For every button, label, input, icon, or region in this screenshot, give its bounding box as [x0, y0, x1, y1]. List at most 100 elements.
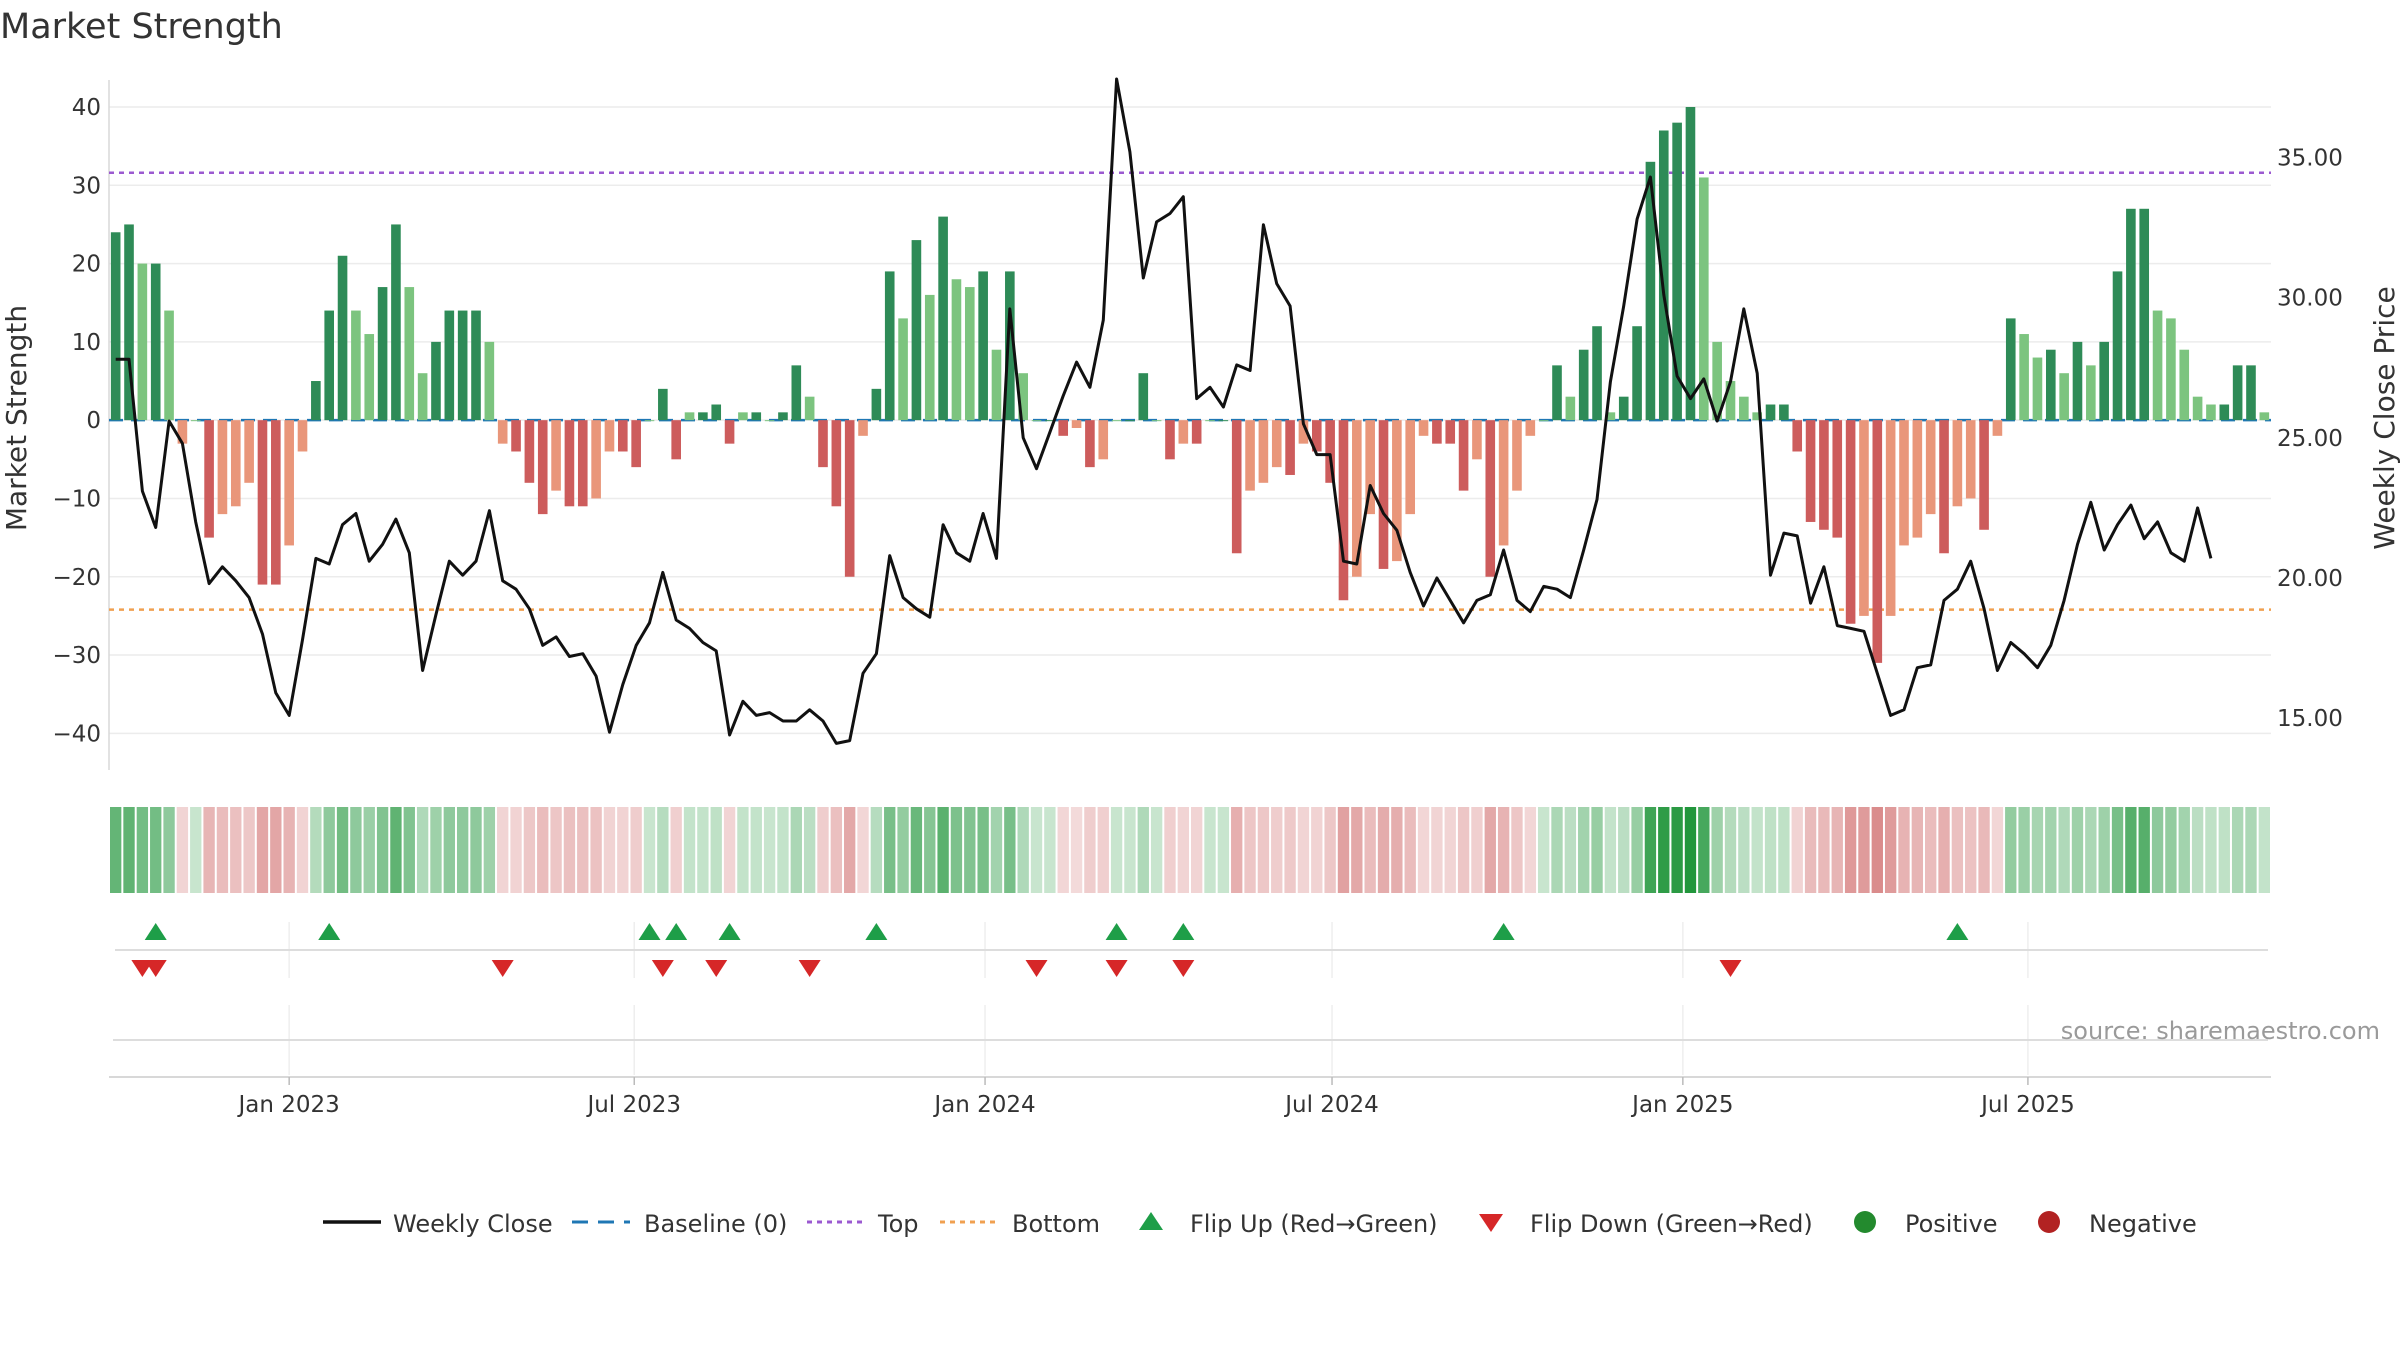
heat-cell	[216, 807, 229, 893]
heat-cell	[1791, 807, 1803, 893]
heat-cell	[163, 807, 175, 893]
strength-bar	[391, 224, 401, 421]
strength-bar	[738, 412, 748, 421]
strength-bar	[284, 420, 294, 546]
strength-bar	[2152, 310, 2163, 421]
heat-cell	[884, 807, 896, 893]
strength-bar	[1472, 420, 1482, 460]
strength-bar	[511, 420, 521, 452]
heat-cell	[1858, 807, 1870, 893]
heat-cell	[350, 807, 362, 893]
strength-bar	[1458, 420, 1469, 491]
strength-bar	[1298, 420, 1309, 444]
heat-cell	[1244, 807, 1256, 893]
strength-bar	[190, 420, 201, 422]
flip-down-marker	[798, 960, 821, 977]
strength-bar	[978, 271, 988, 421]
heat-cell	[777, 807, 789, 893]
y-tick-label: −10	[52, 486, 101, 512]
heat-cell	[563, 807, 576, 893]
heat-cell	[1484, 807, 1496, 893]
strength-bar	[2112, 271, 2123, 421]
heat-cell	[403, 807, 415, 893]
heat-cell	[2218, 807, 2230, 893]
strength-bar	[1552, 365, 1562, 421]
strength-bar	[951, 279, 962, 421]
strength-bars	[110, 107, 2270, 663]
strength-bar	[217, 420, 228, 515]
heat-cell	[977, 807, 989, 893]
heat-cell	[310, 807, 322, 893]
heat-cell	[603, 807, 616, 893]
heat-cell	[670, 807, 682, 893]
heat-cell	[2085, 807, 2097, 893]
heat-cell	[1631, 807, 1643, 893]
strength-bar	[964, 287, 975, 421]
y2-axis-ticks: 35.00 30.00 25.00 20.00 15.00	[2277, 145, 2343, 732]
strength-bar	[1899, 420, 1909, 546]
strength-bar	[1685, 107, 1696, 421]
strength-bar	[1578, 349, 1589, 421]
strength-bar	[1699, 177, 1709, 421]
strength-bar	[724, 420, 735, 444]
strength-bar	[1672, 122, 1682, 421]
flip-down-marker	[144, 960, 167, 977]
heat-cell	[510, 807, 522, 893]
x-tick-label: Jan 2024	[932, 1092, 1035, 1118]
strength-bar	[2099, 341, 2109, 421]
strength-bar	[1658, 130, 1669, 421]
weekly-close-line	[115, 77, 2213, 745]
heat-cell	[910, 807, 923, 893]
strength-bar	[2005, 318, 2016, 421]
strength-bar	[2206, 404, 2216, 421]
legend: Weekly Close Baseline (0) Top Bottom Flip Up…	[323, 1210, 2197, 1238]
legend-label: Negative	[2089, 1210, 2197, 1238]
heat-cell	[256, 807, 269, 893]
y2-tick-label: 35.00	[2277, 145, 2343, 171]
heat-cell	[1551, 807, 1563, 893]
strength-bar	[591, 420, 601, 499]
heat-cell	[643, 807, 656, 893]
strength-bar	[2166, 318, 2176, 421]
heat-cell	[1698, 807, 1710, 893]
heat-cell	[1778, 807, 1790, 893]
strength-bar	[2259, 412, 2270, 421]
strength-bar	[271, 420, 281, 585]
x-tick-label: Jan 2023	[237, 1092, 340, 1118]
strength-bar	[1979, 420, 1989, 530]
heat-cell	[2191, 807, 2204, 893]
strength-bar	[671, 420, 681, 460]
strength-bar	[1618, 396, 1629, 421]
heat-cell	[817, 807, 829, 893]
strength-bar	[884, 271, 895, 421]
y2-tick-label: 30.00	[2277, 286, 2343, 312]
heat-cell	[550, 807, 562, 893]
strength-bar	[1845, 420, 1856, 624]
strength-bar	[1792, 420, 1803, 452]
strength-heat-band	[110, 807, 2270, 893]
strength-bar	[1885, 420, 1896, 616]
heat-cell	[2258, 807, 2270, 893]
heat-cell	[1177, 807, 1189, 893]
strength-bar	[417, 373, 428, 421]
heat-cell	[1351, 807, 1363, 893]
strength-bar	[1525, 420, 1536, 436]
heat-cell	[1257, 807, 1270, 893]
heat-cell	[1711, 807, 1723, 893]
strength-bar	[1311, 420, 1322, 452]
legend-swatch-flip-up	[1139, 1212, 1163, 1230]
legend-label: Top	[877, 1210, 919, 1238]
heat-cell	[1337, 807, 1350, 893]
heat-cell	[2098, 807, 2110, 893]
heat-cell	[1377, 807, 1390, 893]
strength-bar	[2072, 341, 2083, 421]
heat-cell	[1204, 807, 1216, 893]
strength-bar	[1485, 420, 1496, 577]
strength-bar	[924, 294, 935, 421]
heat-cell	[790, 807, 802, 893]
strength-bar	[1965, 420, 1976, 499]
strength-bar	[658, 388, 668, 421]
strength-bar	[2192, 396, 2203, 421]
strength-bar	[2179, 349, 2190, 421]
